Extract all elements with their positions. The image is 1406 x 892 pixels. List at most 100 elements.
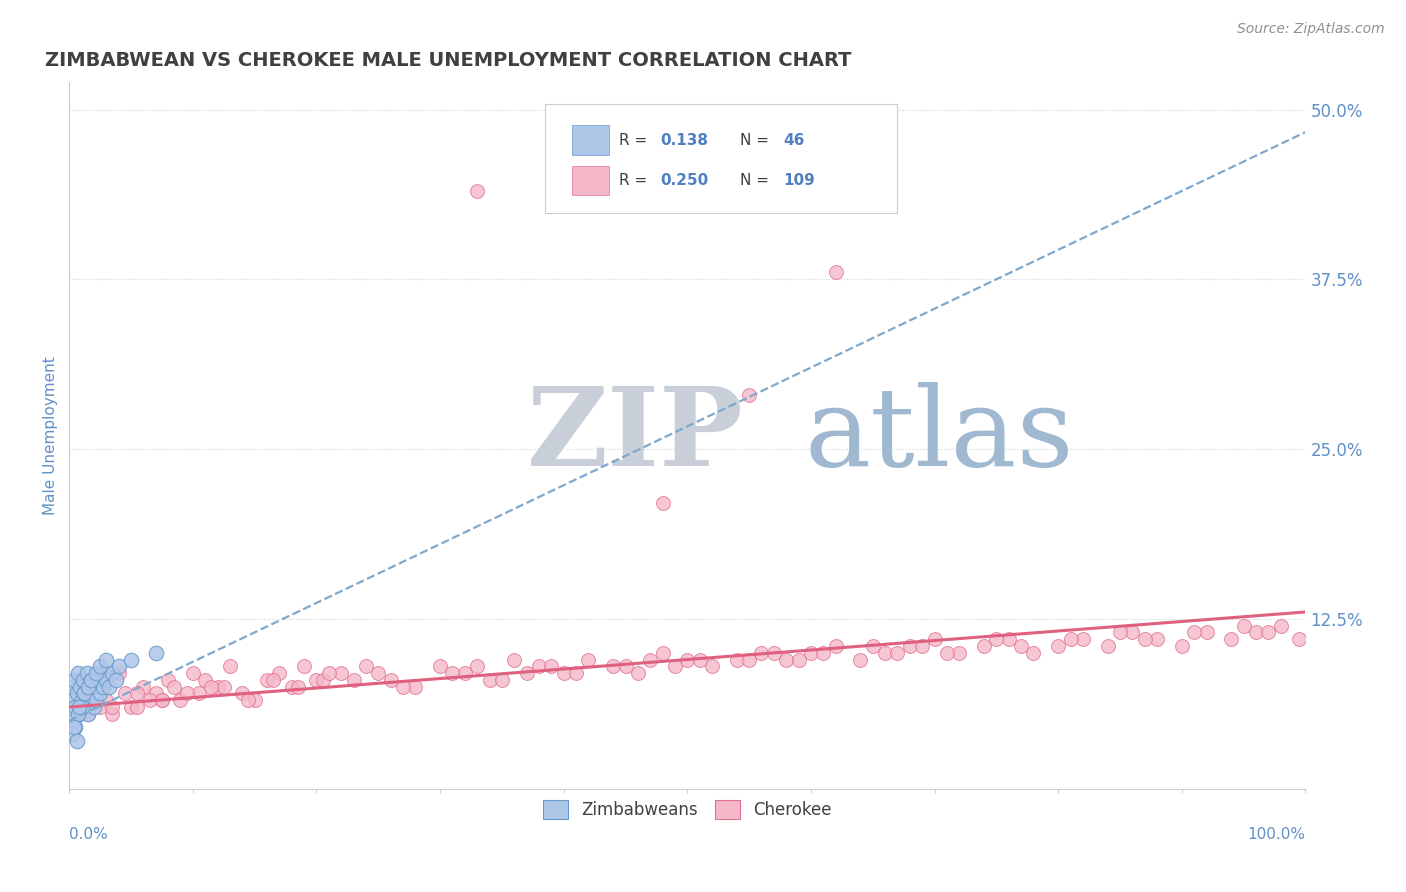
Text: 0.0%: 0.0% [69,828,108,842]
Point [1022,646,1045,660]
Point [1071,632,1094,647]
Point [80,673,103,687]
Point [82,686,104,700]
Point [503,652,526,666]
FancyBboxPatch shape [546,103,897,213]
Point [243,693,266,707]
Point [948,646,970,660]
Point [67,706,90,721]
Point [429,659,451,673]
Point [824,639,846,653]
Text: 100.0%: 100.0% [1247,828,1305,842]
Point [79,693,101,707]
Y-axis label: Male Unemployment: Male Unemployment [44,356,58,515]
Point [67,700,90,714]
Point [231,686,253,700]
Point [280,680,302,694]
Point [1288,632,1310,647]
Text: ZIP: ZIP [527,382,744,489]
Point [145,686,167,700]
Point [66,734,89,748]
Point [787,652,810,666]
Text: ZIMBABWEAN VS CHEROKEE MALE UNEMPLOYMENT CORRELATION CHART: ZIMBABWEAN VS CHEROKEE MALE UNEMPLOYMENT… [45,51,851,70]
Point [77,680,100,694]
Point [311,673,333,687]
Point [114,686,136,700]
Point [1182,625,1205,640]
Point [96,652,118,666]
Point [66,686,89,700]
Point [176,686,198,700]
Point [157,673,180,687]
Point [441,666,464,681]
Point [73,686,96,700]
Point [305,673,328,687]
Point [127,700,149,714]
Point [1171,639,1194,653]
Point [194,673,217,687]
Point [824,265,846,279]
Point [1220,632,1243,647]
Point [1146,632,1168,647]
Point [60,727,83,741]
Point [63,721,86,735]
Point [219,659,242,673]
Text: atlas: atlas [804,382,1074,489]
Point [76,706,98,721]
Point [60,680,83,694]
Point [262,673,284,687]
Point [627,666,650,681]
Point [367,666,389,681]
Point [404,680,426,694]
Point [150,693,173,707]
Point [725,652,748,666]
Point [478,673,501,687]
Point [70,693,93,707]
Text: N =: N = [741,133,775,148]
Point [380,673,402,687]
Point [1232,618,1254,632]
Point [676,652,699,666]
Point [849,652,872,666]
Point [700,659,723,673]
Point [1059,632,1081,647]
Point [127,686,149,700]
Point [70,673,93,687]
Point [516,666,538,681]
Point [997,632,1019,647]
Point [973,639,995,653]
Text: N =: N = [741,173,775,188]
Point [689,652,711,666]
Point [292,659,315,673]
Point [96,673,118,687]
Point [565,666,588,681]
Point [651,646,673,660]
Point [1010,639,1032,653]
Point [138,693,160,707]
Point [84,680,107,694]
Text: R =: R = [619,133,652,148]
Point [86,673,108,687]
Point [120,652,142,666]
Point [89,659,111,673]
Point [83,700,105,714]
Point [93,666,115,681]
Point [91,680,114,694]
Point [491,673,513,687]
Point [1097,639,1119,653]
Text: Source: ZipAtlas.com: Source: ZipAtlas.com [1237,22,1385,37]
Point [911,639,934,653]
Point [614,659,637,673]
Point [70,700,93,714]
Point [62,714,84,728]
Point [150,693,173,707]
Point [875,646,897,660]
Point [65,721,87,735]
Point [86,693,108,707]
Point [107,659,129,673]
Point [73,686,96,700]
Point [578,652,600,666]
Point [738,387,761,401]
Point [1195,625,1218,640]
Point [886,646,908,660]
